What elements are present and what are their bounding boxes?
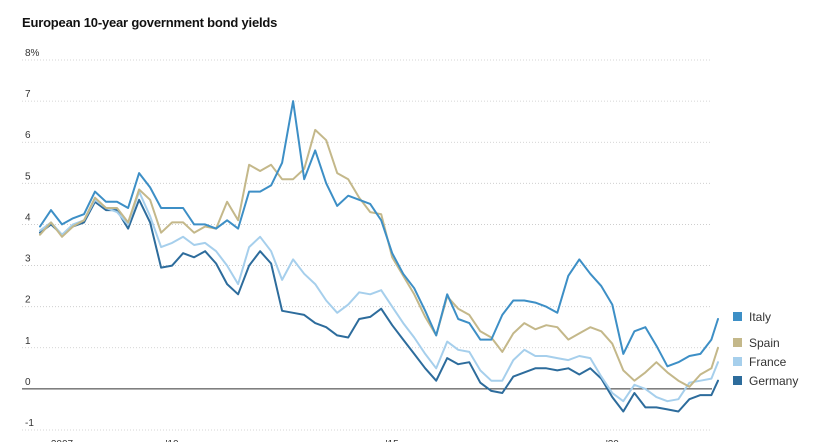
legend-swatch-spain — [733, 338, 742, 347]
legend-label-france: France — [749, 355, 787, 369]
y-tick-label: 6 — [25, 130, 31, 141]
y-tick-label: 0 — [25, 377, 31, 388]
y-tick-label: 5 — [25, 171, 31, 182]
y-tick-label: -1 — [25, 418, 34, 429]
legend-swatch-germany — [733, 376, 742, 385]
y-axis-ticks: -1 0 1 2 3 4 5 6 7 8% — [25, 48, 40, 429]
x-tick-label: '10 — [166, 439, 179, 442]
x-tick-label: '15 — [386, 439, 399, 442]
grid-lines — [22, 59, 712, 431]
y-tick-label: 3 — [25, 254, 31, 265]
legend-label-germany: Germany — [749, 374, 798, 388]
series-lines — [39, 100, 719, 413]
y-tick-label: 7 — [25, 89, 31, 100]
y-unit-label: 8% — [25, 48, 40, 59]
legend-label-spain: Spain — [749, 336, 780, 350]
y-tick-label: 1 — [25, 336, 31, 347]
y-tick-label: 2 — [25, 295, 31, 306]
chart-title: European 10-year government bond yields — [22, 15, 278, 30]
x-axis-ticks: 2007 '10 '15 '20 — [51, 439, 619, 442]
series-line-germany — [39, 198, 719, 413]
series-line-france — [39, 190, 719, 403]
x-tick-label: '20 — [606, 439, 619, 442]
y-tick-label: 4 — [25, 212, 31, 223]
legend-label-italy: Italy — [749, 310, 771, 324]
x-tick-label: 2007 — [51, 439, 74, 442]
series-line-italy — [39, 100, 719, 368]
legend: Italy Spain France Germany — [733, 310, 798, 388]
legend-swatch-france — [733, 357, 742, 366]
legend-swatch-italy — [733, 312, 742, 321]
series-line-spain — [39, 128, 719, 388]
